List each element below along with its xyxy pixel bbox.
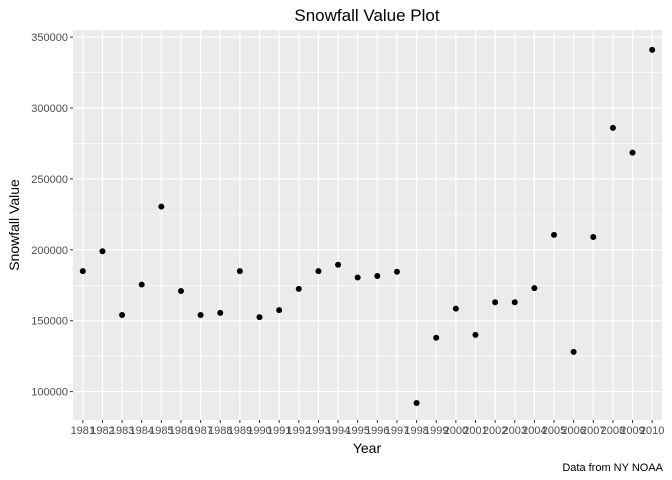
data-point — [119, 312, 126, 319]
data-point — [236, 268, 243, 275]
data-point — [609, 124, 616, 131]
x-tick-label: 1996 — [365, 425, 389, 437]
x-tick-label: 2008 — [601, 425, 625, 437]
data-point — [472, 331, 479, 338]
y-axis-title: Snowfall Value — [6, 179, 22, 271]
y-tick-label: 100000 — [31, 387, 68, 399]
y-tick-label: 300000 — [31, 103, 68, 115]
x-tick-label: 1989 — [228, 425, 252, 437]
data-point — [256, 314, 263, 321]
data-point — [649, 46, 656, 53]
minor-gridlines — [73, 72, 662, 357]
data-points — [79, 46, 656, 406]
y-tick-label: 200000 — [31, 245, 68, 257]
x-tick-label: 1982 — [90, 425, 114, 437]
x-tick-label: 2005 — [542, 425, 566, 437]
x-tick-label: 2001 — [463, 425, 487, 437]
data-point — [393, 268, 400, 275]
major-gridlines — [73, 30, 662, 420]
x-tick-label: 1999 — [424, 425, 448, 437]
data-point — [374, 273, 381, 280]
x-tick-label: 1981 — [71, 425, 95, 437]
data-point — [551, 231, 558, 238]
x-tick-label: 1991 — [267, 425, 291, 437]
data-point — [197, 312, 204, 319]
data-point — [492, 299, 499, 306]
data-point — [570, 348, 577, 355]
x-tick-label: 1998 — [404, 425, 428, 437]
x-tick-label: 1983 — [110, 425, 134, 437]
data-point — [433, 334, 440, 341]
x-tick-label: 1985 — [149, 425, 173, 437]
x-tick-label: 2002 — [483, 425, 507, 437]
data-point — [177, 287, 184, 294]
x-tick-label: 2007 — [581, 425, 605, 437]
x-tick-label: 1997 — [385, 425, 409, 437]
x-tick-label: 1992 — [287, 425, 311, 437]
data-point — [511, 299, 518, 306]
data-point — [79, 268, 86, 275]
data-point — [354, 274, 361, 281]
x-tick-label: 1987 — [188, 425, 212, 437]
data-point — [413, 399, 420, 406]
data-point — [138, 281, 145, 288]
data-point — [452, 305, 459, 312]
x-axis-title: Year — [353, 440, 382, 456]
y-tick-label: 250000 — [31, 174, 68, 186]
y-tick-label: 350000 — [31, 32, 68, 44]
data-point — [590, 234, 597, 241]
y-tick-label: 150000 — [31, 316, 68, 328]
x-tick-label: 2010 — [640, 425, 664, 437]
chart-title: Snowfall Value Plot — [294, 6, 439, 25]
x-tick-label: 1986 — [169, 425, 193, 437]
chart-caption: Data from NY NOAA — [562, 462, 663, 474]
x-tick-label: 2009 — [620, 425, 644, 437]
x-tick-label: 1995 — [345, 425, 369, 437]
x-tick-label: 1994 — [326, 425, 350, 437]
data-point — [531, 285, 538, 292]
x-tick-label: 1990 — [247, 425, 271, 437]
y-axis: 100000 150000 200000 250000 300000 350000 — [31, 32, 73, 399]
x-tick-label: 1993 — [306, 425, 330, 437]
x-tick-label: 2004 — [522, 425, 546, 437]
x-tick-label: 2006 — [561, 425, 585, 437]
data-point — [217, 309, 224, 316]
x-tick-label: 2000 — [444, 425, 468, 437]
data-point — [335, 261, 342, 268]
plot-panel — [73, 30, 662, 420]
x-tick-label: 1988 — [208, 425, 232, 437]
x-tick-label: 2003 — [503, 425, 527, 437]
x-tick-label: 1984 — [129, 425, 153, 437]
data-point — [315, 268, 322, 275]
data-point — [629, 149, 636, 156]
data-point — [99, 248, 106, 255]
x-axis: 1981198219831984198519861987198819891990… — [71, 420, 664, 437]
data-point — [276, 307, 283, 314]
data-point — [295, 285, 302, 292]
data-point — [158, 203, 165, 210]
